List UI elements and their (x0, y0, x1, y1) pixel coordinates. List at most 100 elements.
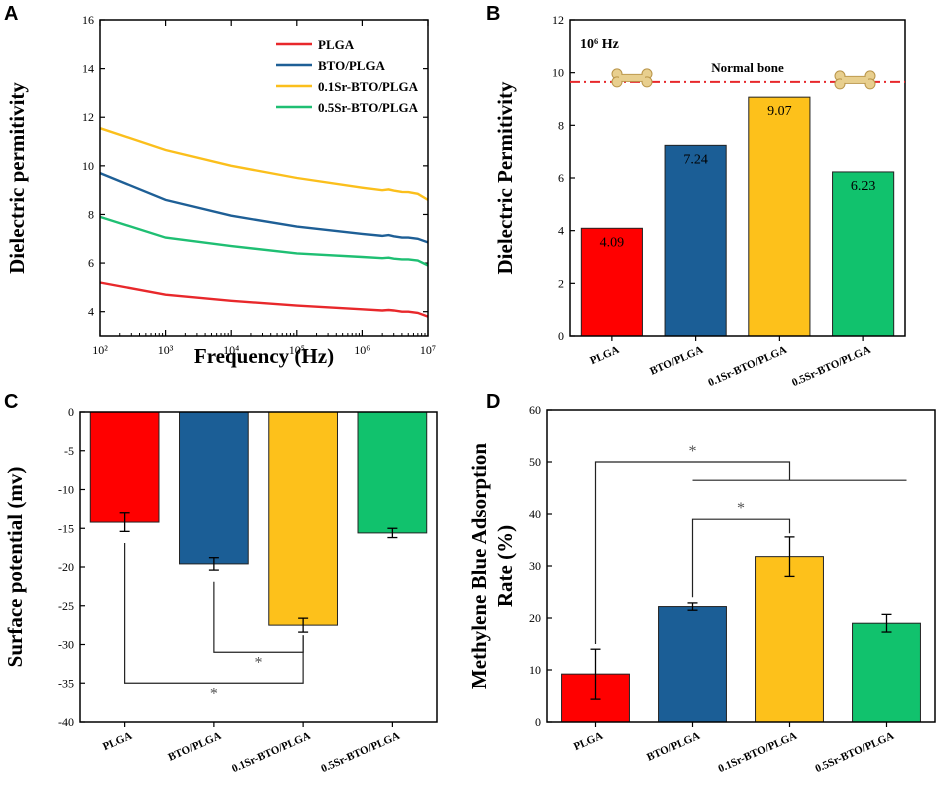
panel-c-plot-frame (79, 411, 438, 723)
panel-b-bar-2 (748, 96, 811, 337)
panel-d-bar-1 (658, 606, 727, 723)
bone-fill (619, 74, 645, 81)
panel-c-xtick-label-3: 0.5Sr-BTO/PLGA (319, 730, 401, 775)
panel-b-normal-bone-label: Normal bone (711, 60, 784, 75)
panel-c-bar-0 (89, 411, 160, 523)
panel-a-legend-label-2: 0.1Sr-BTO/PLGA (318, 79, 419, 94)
panel-d-ytick-label: 40 (529, 507, 541, 521)
panel-c-xtick-label-1: BTO/PLGA (166, 730, 223, 764)
panel-c-ytick-label: -25 (58, 599, 74, 613)
panel-d-ytick-label: 10 (529, 663, 541, 677)
panel-c-significance-star-1: * (210, 685, 218, 702)
panel-d-xtick-label-1: BTO/PLGA (645, 730, 702, 764)
bone-icon (611, 68, 653, 88)
panel-d-significance-star-0: * (737, 500, 745, 517)
panel-letter-d: D (486, 391, 500, 413)
panel-c-bar-1 (179, 411, 249, 565)
panel-d-ytick-label: 30 (529, 559, 541, 573)
panel-b-bar-1 (664, 144, 727, 337)
panel-a-ytick-label: 16 (82, 13, 94, 27)
panel-a-xtick-label: 10³ (158, 343, 174, 357)
panel-a-legend-label-1: BTO/PLGA (318, 58, 386, 73)
panel-b-ytick-label: 0 (558, 329, 564, 343)
panel-a-legend-label-0: PLGA (318, 37, 355, 52)
panel-a-series-line-3 (99, 215, 429, 267)
panel-c-yaxis-title: Surface potential (mv) (3, 467, 27, 668)
panel-c-ytick-label: -35 (58, 676, 74, 690)
panel-a-ytick-label: 6 (88, 256, 94, 270)
panel-c-xtick-label-0: PLGA (101, 730, 134, 753)
panel-d-yaxis-title-line1: Methylene Blue Adsorption (467, 443, 491, 689)
panel-c-ytick-label: -20 (58, 560, 74, 574)
panel-a-xtick-label: 10⁷ (420, 343, 436, 357)
panel-a-xtick-label: 10⁴ (223, 343, 239, 357)
panel-d-xtick-label-3: 0.5Sr-BTO/PLGA (814, 730, 896, 775)
panel-b-ytick-label: 4 (558, 224, 564, 238)
panel-letter-b: B (486, 3, 500, 25)
panel-a-series-line-2 (99, 127, 429, 201)
panel-a-ytick-label: 10 (82, 159, 94, 173)
panel-b-bar-3 (832, 171, 895, 337)
panel-c-bar-2 (268, 411, 338, 626)
panel-b-xtick-label-0: PLGA (588, 344, 621, 367)
panel-d-ytick-label: 60 (529, 403, 541, 417)
panel-b-value-label-1: 7.24 (683, 152, 708, 167)
panel-a-xtick-label: 10⁵ (289, 343, 305, 357)
panel-c-ytick-label: -10 (58, 483, 74, 497)
panel-c-ytick-label: -40 (58, 715, 74, 729)
panel-a-yaxis-title: Dielectric permitivity (5, 82, 29, 274)
panel-d-bar-2 (755, 556, 824, 723)
panel-d-plot-frame (546, 409, 936, 723)
panel-b-ytick-label: 2 (558, 276, 564, 290)
panel-d-yaxis-title-line2: Rate (%) (493, 525, 517, 607)
panel-letter-c: C (4, 391, 18, 413)
panel-b-plot-frame (569, 19, 906, 337)
panel-b-bar-0 (580, 227, 643, 337)
panel-c: C 0 -5 -10 -15 -20 -25 -30 -35 -40 PLGA BTO/PLGA 0.1… (3, 391, 438, 775)
panel-a: A 4 6 8 10 12 14 16 10² 10³ 10⁴ 10⁵ 10⁶ 10⁷ PLGA BTO/PL… (4, 3, 436, 368)
panel-b-xtick-label-2: 0.1Sr-BTO/PLGA (706, 344, 788, 389)
panel-letter-a: A (4, 3, 18, 25)
panel-b-ytick-label: 12 (552, 13, 564, 27)
panel-b-ytick-label: 10 (552, 66, 564, 80)
panel-a-series-line-1 (99, 171, 429, 244)
panel-c-ytick-label: 0 (68, 405, 74, 419)
panel-c-significance-star-0: * (255, 654, 263, 671)
panel-b-xtick-label-3: 0.5Sr-BTO/PLGA (790, 344, 872, 389)
bone-fill (842, 76, 868, 83)
panel-a-ytick-label: 4 (88, 305, 94, 319)
panel-d-significance-bracket-0 (691, 518, 791, 598)
panel-c-xtick-label-2: 0.1Sr-BTO/PLGA (230, 730, 312, 775)
panel-d-ytick-label: 50 (529, 455, 541, 469)
panel-a-xtick-label: 10⁶ (354, 343, 370, 357)
panel-b-value-label-2: 9.07 (767, 104, 792, 119)
panel-d-ytick-label: 0 (535, 715, 541, 729)
panel-c-ytick-label: -30 (58, 638, 74, 652)
panel-d-ytick-label: 20 (529, 611, 541, 625)
panel-a-xtick-label: 10² (92, 343, 108, 357)
panel-b-value-label-0: 4.09 (600, 235, 625, 250)
panel-b-value-label-3: 6.23 (851, 179, 876, 194)
panel-d: D 0 10 20 30 40 50 60 PLGA BTO/PLGA 0.1Sr-BTO/PLGA… (467, 391, 936, 775)
bone-icon (834, 70, 876, 90)
panel-d-significance-bracket-1 (594, 461, 791, 644)
panel-b-ytick-label: 6 (558, 171, 564, 185)
panel-a-ytick-label: 8 (88, 207, 94, 221)
panel-b-ytick-label: 8 (558, 118, 564, 132)
panel-b-yaxis-title: Dielectric Permitivity (493, 81, 517, 274)
panel-a-ytick-label: 14 (82, 62, 94, 76)
panel-b-frequency-annotation: 10⁶ Hz (580, 37, 619, 52)
panel-c-bar-3 (357, 411, 428, 534)
panel-b: B 0 2 4 6 8 10 12 PLGA BTO/PLGA 0.1Sr-BTO/PLGA 0.5S… (486, 3, 906, 389)
panel-a-plot-frame (99, 19, 429, 337)
panel-a-ytick-label: 12 (82, 110, 94, 124)
panel-d-significance-star-1: * (689, 443, 697, 460)
panel-d-xtick-label-0: PLGA (572, 730, 605, 753)
panel-c-ytick-label: -5 (64, 444, 74, 458)
panel-a-xaxis-title: Frequency (Hz) (194, 344, 334, 368)
panel-a-legend-label-3: 0.5Sr-BTO/PLGA (318, 100, 419, 115)
panel-a-series-line-0 (99, 281, 429, 318)
panel-b-xtick-label-1: BTO/PLGA (648, 344, 705, 378)
panel-d-xtick-label-2: 0.1Sr-BTO/PLGA (717, 730, 799, 775)
